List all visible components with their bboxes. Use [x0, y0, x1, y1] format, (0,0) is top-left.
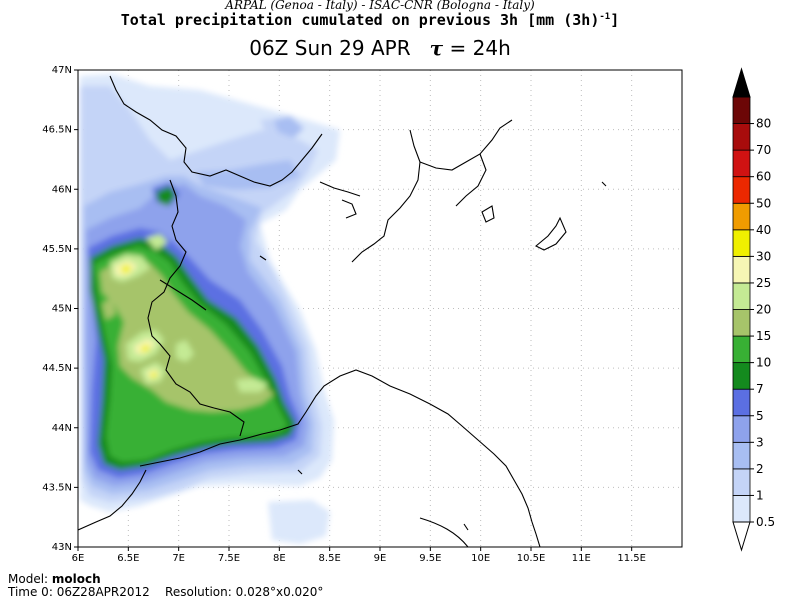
- lat-axis: 47N 46.5N 46N 45.5N 45N 44.5N 44N 43.5N 43N: [42, 65, 78, 553]
- colorbar-level-label: 10: [756, 356, 771, 370]
- colorbar-level-label: 50: [756, 196, 771, 210]
- colorbar-swatch: [732, 282, 751, 310]
- colorbar-swatch: [732, 229, 751, 257]
- model-info: Model: moloch: [8, 572, 101, 586]
- colorbar-level-label: 3: [756, 435, 764, 449]
- colorbar-swatch: [732, 415, 751, 443]
- lat-tick-label: 43N: [52, 542, 72, 553]
- lat-tick-label: 44N: [52, 423, 72, 434]
- lon-tick-label: 11E: [572, 553, 591, 564]
- colorbar-level-label: 0.5: [756, 515, 775, 529]
- colorbar-level-label: 5: [756, 409, 764, 423]
- lon-axis: 6E 6.5E 7E 7.5E 8E 8.5E 9E 9.5E 10E 10.5E 11E 11.5E: [72, 547, 646, 564]
- lon-tick-label: 10.5E: [517, 553, 546, 564]
- lat-tick-label: 43.5N: [42, 482, 72, 493]
- colorbar-swatch: [732, 123, 751, 151]
- run-info: Time 0: 06Z28APR2012 Resolution: 0.028°x…: [8, 585, 324, 599]
- lat-tick-label: 47N: [52, 65, 72, 76]
- colorbar-level-label: 25: [756, 276, 771, 290]
- colorbar-level-label: 7: [756, 382, 764, 396]
- colorbar-level-label: 40: [756, 223, 771, 237]
- colorbar-level-label: 70: [756, 143, 771, 157]
- lat-tick-label: 46.5N: [42, 125, 72, 136]
- colorbar-level-label: 15: [756, 329, 771, 343]
- source-line: ARPAL (Genoa - Italy) - ISAC-CNR (Bologn…: [225, 0, 535, 12]
- lat-tick-label: 45.5N: [42, 244, 72, 255]
- colorbar-level-label: 2: [756, 462, 764, 476]
- coastlines: [78, 75, 607, 547]
- colorbar-swatch: [732, 388, 751, 417]
- lon-tick-label: 7E: [172, 553, 185, 564]
- colorbar-swatch: [732, 441, 751, 470]
- valid-time-title: 06Z Sun 29 APR τ = 24h: [249, 36, 511, 60]
- colorbar-level-label: 80: [756, 117, 771, 131]
- lon-tick-label: 6E: [72, 553, 85, 564]
- lon-tick-label: 10E: [471, 553, 490, 564]
- lon-tick-label: 8E: [273, 553, 286, 564]
- colorbar-level-label: 60: [756, 170, 771, 184]
- lon-tick-label: 11.5E: [617, 553, 646, 564]
- lat-tick-label: 45N: [52, 304, 72, 315]
- colorbar-swatch: [732, 149, 751, 178]
- lat-tick-label: 46N: [52, 184, 72, 195]
- colorbar-top-arrow: [732, 67, 751, 98]
- lat-tick-label: 44.5N: [42, 363, 72, 374]
- colorbar-level-label: 1: [756, 488, 764, 502]
- lon-tick-label: 6.5E: [117, 553, 139, 564]
- colorbar: 0.5 1 2 3 5 7 10 15 20 25 30 40 50 60 70 80: [732, 67, 775, 552]
- colorbar-swatch: [732, 202, 751, 231]
- colorbar-swatch: [732, 176, 751, 204]
- colorbar-swatch: [732, 495, 751, 523]
- colorbar-swatch: [732, 362, 751, 390]
- lon-tick-label: 9E: [374, 553, 387, 564]
- lon-tick-label: 9.5E: [419, 553, 441, 564]
- colorbar-swatch: [732, 468, 751, 496]
- colorbar-level-label: 20: [756, 303, 771, 317]
- lon-tick-label: 7.5E: [218, 553, 240, 564]
- lon-tick-label: 8.5E: [319, 553, 341, 564]
- colorbar-swatch: [732, 309, 751, 337]
- colorbar-swatch: [732, 255, 751, 284]
- colorbar-swatch: [732, 96, 751, 124]
- product-title: Total precipitation cumulated on previou…: [120, 11, 620, 29]
- colorbar-bottom-arrow: [732, 521, 751, 552]
- colorbar-swatch: [732, 335, 751, 364]
- colorbar-level-label: 30: [756, 249, 771, 263]
